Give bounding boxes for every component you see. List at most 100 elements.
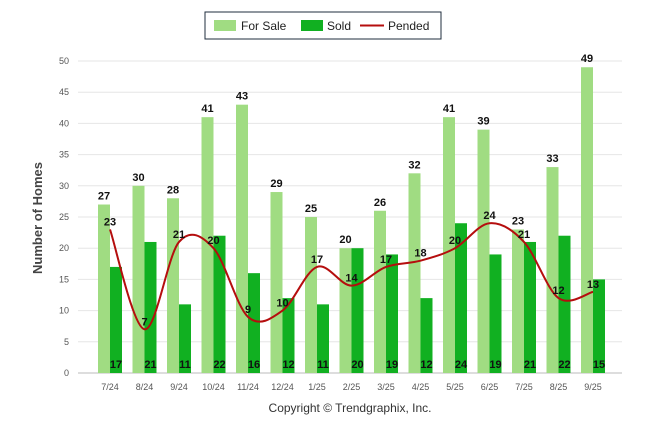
label-sold-10/24: 22 [213, 359, 225, 371]
label-sold-8/24: 21 [144, 359, 156, 371]
bar-for-sale-4/25 [408, 173, 421, 373]
label-sold-7/25: 21 [524, 359, 536, 371]
data-labels: 27 17 30 21 28 11 41 22 43 16 29 12 25 11 20 20 26 19 32 12… [98, 53, 605, 371]
label-sold-4/25: 12 [420, 359, 432, 371]
label-for-sale-7/25: 23 [512, 215, 524, 227]
label-for-sale-1/25: 25 [305, 203, 317, 215]
label-for-sale-11/24: 43 [236, 91, 248, 103]
label-sold-6/25: 19 [489, 359, 501, 371]
bar-sold-9/24 [179, 304, 191, 373]
bar-for-sale-5/25 [443, 117, 455, 373]
y-tick-label-25: 25 [59, 212, 69, 222]
bar-sold-5/25 [455, 223, 467, 373]
label-pended-8/24: 7 [141, 316, 147, 328]
pended-line [109, 222, 594, 331]
bar-for-sale-12/24 [270, 192, 283, 373]
y-tick-label-30: 30 [59, 181, 69, 191]
label-sold-12/24: 12 [282, 359, 294, 371]
y-tick-label-35: 35 [59, 150, 69, 160]
x-tick-label-7/25: 7/25 [515, 382, 533, 392]
label-pended-12/24: 10 [276, 298, 288, 310]
bar-for-sale-8/25 [546, 167, 559, 373]
x-tick-label-8/24: 8/24 [136, 382, 154, 392]
label-pended-1/25: 17 [311, 254, 323, 266]
bar-for-sale-3/25 [374, 210, 386, 373]
x-tick-label-2/25: 2/25 [343, 382, 361, 392]
label-pended-11/24: 9 [245, 304, 251, 316]
x-tick-label-10/24: 10/24 [202, 382, 225, 392]
legend-label-sold: Sold [327, 19, 351, 33]
label-pended-8/25: 12 [552, 285, 564, 297]
bars [98, 67, 605, 374]
y-tick-label-0: 0 [64, 368, 69, 378]
label-pended-9/25: 13 [587, 279, 599, 291]
bar-for-sale-7/24 [98, 204, 110, 373]
legend: For Sale Sold Pended [204, 11, 442, 40]
label-for-sale-6/25: 39 [477, 116, 489, 128]
x-axis-ticks: 7/24 8/24 9/24 10/24 11/24 12/24 1/25 2/25 3/25 4… [101, 382, 602, 392]
label-sold-8/25: 22 [558, 359, 570, 371]
label-for-sale-4/25: 32 [408, 159, 420, 171]
bar-for-sale-1/25 [305, 217, 317, 373]
label-sold-5/25: 24 [455, 359, 468, 371]
label-for-sale-10/24: 41 [201, 103, 213, 115]
label-sold-11/24: 16 [248, 359, 260, 371]
label-for-sale-5/25: 41 [443, 103, 455, 115]
label-pended-9/24: 21 [173, 229, 185, 241]
legend-swatch-for-sale [214, 20, 236, 31]
x-tick-label-5/25: 5/25 [446, 382, 464, 392]
pended-line-path [109, 222, 594, 331]
x-tick-label-7/24: 7/24 [101, 382, 119, 392]
label-for-sale-2/25: 20 [339, 234, 351, 246]
x-tick-label-6/25: 6/25 [481, 382, 499, 392]
label-pended-10/24: 20 [207, 235, 219, 247]
label-for-sale-7/24: 27 [98, 191, 110, 203]
bar-sold-7/25 [524, 241, 536, 373]
label-sold-9/24: 11 [179, 359, 191, 371]
legend-label-for-sale: For Sale [241, 19, 287, 33]
x-tick-label-9/25: 9/25 [584, 382, 602, 392]
bar-for-sale-2/25 [339, 248, 352, 373]
y-tick-label-45: 45 [59, 87, 69, 97]
bar-sold-8/25 [558, 235, 571, 373]
y-tick-label-50: 50 [59, 56, 69, 66]
label-for-sale-12/24: 29 [270, 178, 282, 190]
label-sold-1/25: 11 [317, 359, 329, 371]
bar-for-sale-6/25 [477, 129, 490, 373]
bar-sold-8/24 [144, 241, 157, 373]
label-sold-7/24: 17 [110, 359, 122, 371]
bar-sold-7/24 [110, 266, 122, 373]
label-pended-7/25: 21 [518, 229, 530, 241]
label-for-sale-9/25: 49 [581, 53, 593, 65]
copyright: Copyright © Trendgraphix, Inc. [269, 401, 432, 415]
x-tick-label-4/25: 4/25 [412, 382, 430, 392]
bar-for-sale-9/24 [167, 198, 179, 373]
bar-for-sale-11/24 [236, 104, 248, 374]
label-pended-4/25: 18 [414, 248, 426, 260]
label-pended-5/25: 20 [449, 235, 461, 247]
bar-sold-4/25 [420, 298, 433, 373]
label-pended-6/25: 24 [483, 210, 496, 222]
label-for-sale-9/24: 28 [167, 184, 179, 196]
bar-sold-1/25 [317, 304, 329, 373]
bar-for-sale-7/25 [512, 229, 524, 373]
label-sold-3/25: 19 [386, 359, 398, 371]
label-for-sale-3/25: 26 [374, 197, 386, 209]
bar-for-sale-8/24 [132, 185, 145, 373]
label-pended-2/25: 14 [345, 273, 358, 285]
label-pended-3/25: 17 [380, 254, 392, 266]
bar-sold-3/25 [386, 254, 398, 373]
bar-sold-6/25 [489, 254, 502, 373]
y-tick-label-20: 20 [59, 243, 69, 253]
bar-sold-12/24 [282, 298, 295, 373]
x-tick-label-9/24: 9/24 [170, 382, 188, 392]
bar-sold-11/24 [248, 273, 260, 373]
y-tick-label-10: 10 [59, 306, 69, 316]
y-axis-ticks: 0 5 10 15 20 25 30 35 40 45 50 [59, 56, 69, 378]
x-tick-label-1/25: 1/25 [308, 382, 326, 392]
y-tick-label-15: 15 [59, 274, 69, 284]
x-tick-label-8/25: 8/25 [550, 382, 568, 392]
x-tick-label-11/24: 11/24 [237, 382, 259, 392]
x-tick-label-12/24: 12/24 [271, 382, 294, 392]
